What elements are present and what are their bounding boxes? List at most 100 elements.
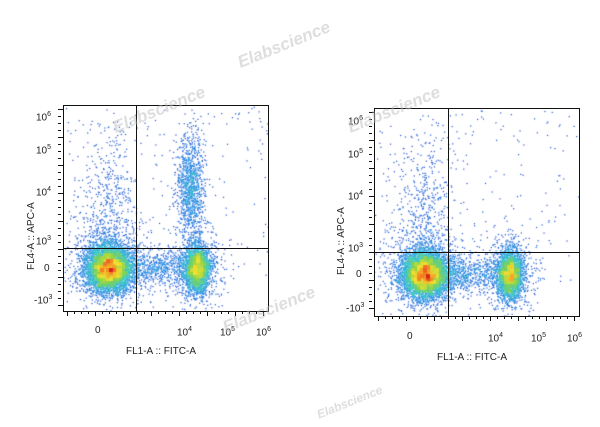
watermark-text: Elabscience — [314, 382, 385, 422]
x-tick-label: 105 — [220, 326, 235, 338]
x-tick-label: 0 — [95, 326, 101, 336]
x-minor-tick — [207, 311, 208, 316]
x-minor-tick — [455, 316, 456, 319]
y-minor-tick — [369, 161, 372, 162]
x-minor-tick — [532, 316, 533, 319]
y-minor-tick — [369, 126, 372, 127]
y-minor-tick — [369, 273, 372, 274]
quadrant-gate-vertical-1[interactable] — [136, 106, 137, 311]
tick-base: 10 — [36, 112, 48, 124]
y-tick-label: 106 — [36, 111, 51, 123]
tick-base: 10 — [36, 187, 48, 199]
tick-exp: 5 — [47, 144, 52, 151]
x-minor-tick — [434, 316, 435, 321]
y-minor-tick — [369, 238, 372, 239]
tick-base: 10 — [177, 327, 189, 339]
x-minor-tick — [553, 316, 554, 319]
y-minor-tick — [58, 270, 61, 271]
y-tick-label: 105 — [36, 144, 51, 156]
y-minor-tick — [58, 235, 61, 236]
tick-exp: 6 — [359, 115, 364, 122]
x-minor-tick — [256, 311, 257, 314]
quadrant-gate-horizontal-2[interactable] — [375, 252, 579, 253]
x-minor-tick — [560, 316, 561, 319]
x-minor-tick — [137, 311, 138, 314]
x-axis-label-1: FL1-A :: FITC-A — [126, 346, 197, 357]
scatter-plot-1 — [63, 105, 269, 312]
y-tick-label: 105 — [348, 148, 363, 160]
y-minor-tick — [369, 140, 374, 141]
x-minor-tick — [214, 311, 215, 314]
x-minor-tick — [130, 311, 131, 314]
x-minor-tick — [158, 311, 159, 314]
y-minor-tick — [58, 144, 61, 145]
y-minor-tick — [369, 147, 372, 148]
x-minor-tick — [378, 316, 379, 321]
tick-base: 10 — [567, 333, 579, 345]
x-tick-label: 104 — [177, 326, 192, 338]
x-minor-tick — [116, 311, 117, 314]
x-minor-tick — [469, 316, 470, 319]
tick-base: 10 — [348, 191, 360, 203]
y-minor-tick — [369, 189, 372, 190]
x-minor-tick — [497, 316, 498, 319]
x-minor-tick — [448, 316, 449, 319]
x-tick-label: 105 — [531, 332, 546, 344]
tick-exp: 5 — [359, 148, 364, 155]
y-minor-tick — [58, 298, 61, 299]
x-minor-tick — [441, 316, 442, 319]
x-axis-label-2: FL1-A :: FITC-A — [437, 352, 508, 363]
y-minor-tick — [58, 200, 61, 201]
y-minor-tick — [58, 158, 61, 159]
x-minor-tick — [518, 316, 519, 321]
tick-exp: 3 — [47, 235, 52, 242]
tick-base: 10 — [36, 236, 48, 248]
y-minor-tick — [58, 172, 61, 173]
tick-base: 10 — [348, 243, 360, 255]
y-minor-tick — [369, 259, 372, 260]
x-minor-tick — [165, 311, 166, 314]
x-minor-tick — [385, 316, 386, 319]
event-density-layer-2 — [375, 109, 579, 316]
x-minor-tick — [193, 311, 194, 314]
y-minor-tick — [369, 154, 372, 155]
y-minor-tick — [58, 151, 61, 152]
tick-exp: 4 — [499, 332, 504, 339]
y-minor-tick — [58, 186, 61, 187]
y-minor-tick — [58, 109, 63, 110]
y-minor-tick — [369, 217, 372, 218]
y-minor-tick — [58, 207, 61, 208]
x-minor-tick — [392, 316, 393, 319]
tick-exp: 5 — [542, 332, 547, 339]
y-minor-tick — [58, 123, 61, 124]
y-minor-tick — [58, 137, 63, 138]
y-tick-label: 103 — [348, 242, 363, 254]
x-minor-tick — [399, 316, 400, 319]
x-minor-tick — [144, 311, 145, 314]
x-minor-tick — [186, 311, 187, 314]
x-tick-label: 106 — [567, 332, 582, 344]
tick-exp: 6 — [578, 332, 583, 339]
y-minor-tick — [58, 242, 61, 243]
y-minor-tick — [58, 221, 63, 222]
tick-exp: 4 — [47, 186, 52, 193]
tick-exp: 4 — [359, 190, 364, 197]
y-minor-tick — [369, 224, 374, 225]
x-minor-tick — [427, 316, 428, 319]
quadrant-gate-vertical-2[interactable] — [448, 109, 449, 316]
y-minor-tick — [58, 284, 61, 285]
x-tick-label: 104 — [488, 332, 503, 344]
watermark-text: Elabscience — [234, 17, 334, 72]
y-minor-tick — [369, 231, 372, 232]
x-minor-tick — [242, 311, 243, 314]
quadrant-gate-horizontal-1[interactable] — [64, 248, 268, 249]
y-minor-tick — [58, 179, 61, 180]
tick-base: 10 — [256, 327, 268, 339]
y-minor-tick — [58, 291, 61, 292]
y-minor-tick — [369, 203, 372, 204]
tick-exp: 3 — [48, 294, 53, 301]
x-minor-tick — [525, 316, 526, 319]
tick-base: 10 — [488, 333, 500, 345]
tick-base: -10 — [346, 303, 361, 315]
x-minor-tick — [504, 316, 505, 319]
